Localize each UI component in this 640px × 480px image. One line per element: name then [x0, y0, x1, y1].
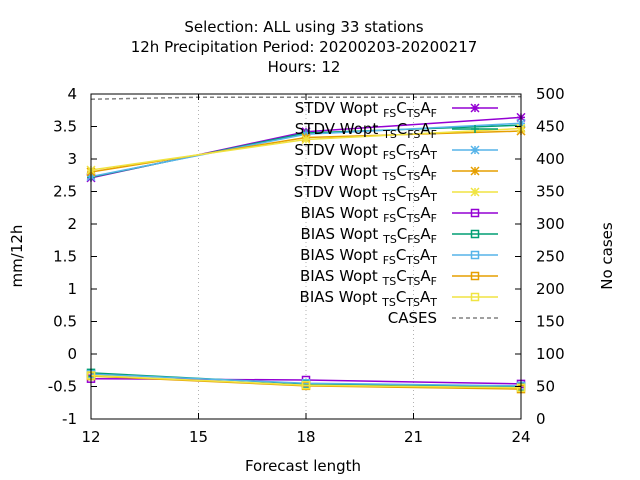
legend-marker — [470, 271, 480, 281]
legend-entry-3: STDV Wopt TSCTSAF — [294, 162, 498, 183]
y2-tick-label: 250 — [536, 248, 565, 266]
legend-marker — [470, 166, 480, 176]
legend-entry-9: BIAS Wopt TSCTSAT — [300, 288, 498, 309]
x-tick-label: 24 — [511, 428, 530, 446]
title-line-period: 12h Precipitation Period: 20200203-20200… — [131, 38, 478, 56]
legend-entry-1: STDV Wopt TSCFSAF — [295, 120, 498, 141]
x-tick-label: 15 — [189, 428, 208, 446]
y-tick-label: 1.5 — [53, 248, 77, 266]
y2-tick-label: 200 — [536, 280, 565, 298]
y-tick-label: 0.5 — [53, 313, 77, 331]
legend-label: STDV Wopt TSCFSAF — [295, 120, 437, 141]
series-line — [90, 374, 522, 389]
y2-tick-label: 100 — [536, 345, 565, 363]
y2-axis-label: No cases — [598, 222, 616, 290]
y-axis-label: mm/12h — [8, 225, 26, 288]
x-tick-label: 21 — [404, 428, 423, 446]
y2-tick-label: 500 — [536, 85, 565, 103]
y-tick-label: 3 — [67, 150, 77, 168]
legend-marker — [470, 229, 480, 239]
legend-label: BIAS Wopt FSCTSAF — [301, 204, 437, 225]
series-line — [90, 95, 522, 100]
legend-entry-2: STDV Wopt FSCTSAT — [294, 141, 498, 162]
y-tick-label: 3.5 — [53, 118, 77, 136]
legend-entry-10: CASES — [388, 309, 498, 327]
y2-tick-label: 400 — [536, 150, 565, 168]
y2-tick-label: 150 — [536, 313, 565, 331]
y2-tick-label: 350 — [536, 183, 565, 201]
legend-label: STDV Wopt FSCTSAF — [295, 99, 437, 120]
legend-label: BIAS Wopt TSCFSAF — [301, 225, 437, 246]
y2-tick-label: 50 — [536, 378, 555, 396]
axis-ticks: 12 15 18 21 24 -1 -0.5 0 0.5 1 1.5 2 2.5 3 3.5 4 0 50 100 1… — [48, 85, 565, 446]
legend-entry-7: BIAS Wopt FSCTSAT — [300, 246, 498, 267]
legend-label: BIAS Wopt FSCTSAT — [300, 246, 437, 267]
legend-entry-8: BIAS Wopt TSCTSAF — [300, 267, 498, 288]
x-tick-label: 18 — [296, 428, 315, 446]
legend-label: STDV Wopt FSCTSAT — [294, 141, 437, 162]
legend-entry-6: BIAS Wopt TSCFSAF — [301, 225, 498, 246]
legend-entry-0: STDV Wopt FSCTSAF — [295, 99, 498, 120]
x-axis-label: Forecast length — [245, 457, 361, 475]
legend-marker — [470, 187, 480, 197]
y-tick-label: -1 — [62, 410, 77, 428]
series-layer — [86, 95, 526, 394]
y-tick-label: 1 — [67, 280, 77, 298]
legend-label: STDV Wopt TSCTSAT — [294, 183, 437, 204]
title-line-hours: Hours: 12 — [268, 58, 341, 76]
legend-marker — [470, 145, 480, 155]
legend-label: STDV Wopt TSCTSAF — [294, 162, 437, 183]
series-10 — [90, 95, 522, 100]
chart-title: Selection: ALL using 33 stations 12h Pre… — [131, 18, 478, 76]
legend-marker — [471, 125, 479, 133]
legend-label: BIAS Wopt TSCTSAT — [300, 288, 438, 309]
y2-tick-label: 450 — [536, 118, 565, 136]
legend-label: CASES — [388, 309, 437, 327]
legend-marker — [470, 250, 480, 260]
legend-marker — [470, 208, 480, 218]
y-tick-label: 2 — [67, 215, 77, 233]
y2-tick-label: 300 — [536, 215, 565, 233]
data-point — [301, 134, 311, 145]
legend-marker — [470, 292, 480, 302]
x-tick-label: 12 — [81, 428, 100, 446]
y-tick-label: -0.5 — [48, 378, 77, 396]
legend-marker — [470, 103, 480, 113]
series-line — [90, 373, 522, 387]
y-tick-label: 2.5 — [53, 183, 77, 201]
data-point — [301, 380, 311, 390]
legend-entry-5: BIAS Wopt FSCTSAF — [301, 204, 498, 225]
legend-entry-4: STDV Wopt TSCTSAT — [294, 183, 498, 204]
y-tick-label: 4 — [67, 85, 77, 103]
legend-label: BIAS Wopt TSCTSAF — [300, 267, 437, 288]
y-tick-label: 0 — [67, 345, 77, 363]
y2-tick-label: 0 — [536, 410, 546, 428]
title-line-selection: Selection: ALL using 33 stations — [184, 18, 423, 36]
